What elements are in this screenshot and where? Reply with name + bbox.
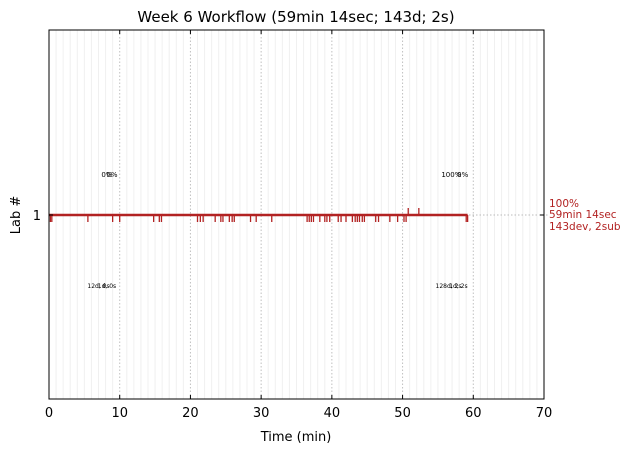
lower-event-label: 1d, 2s <box>449 283 467 290</box>
x-tick-label: 0 <box>45 406 53 421</box>
x-tick-label: 40 <box>324 406 341 421</box>
side-label-percent: 100% <box>549 198 579 210</box>
x-tick-label: 70 <box>536 406 553 421</box>
series-group <box>49 208 469 222</box>
x-tick-label: 30 <box>253 406 270 421</box>
lower-event-label: 12d, 0s <box>87 283 109 290</box>
y-tick-label: 1 <box>33 209 41 224</box>
upper-event-label: 0% <box>106 171 117 179</box>
x-axis-ticks: 0 10 20 30 40 50 60 70 <box>45 30 552 421</box>
y-axis-label: Lab # <box>9 196 24 235</box>
x-tick-label: 10 <box>111 406 128 421</box>
side-label-counts: 143dev, 2sub <box>549 221 621 233</box>
x-tick-label: 20 <box>182 406 199 421</box>
upper-event-label: 0% <box>457 171 468 179</box>
lower-event-label: 128d, 2s <box>436 283 462 290</box>
y-axis-ticks: 1 <box>33 209 544 224</box>
x-tick-label: 50 <box>394 406 411 421</box>
lower-event-label: 1d, 0s <box>98 283 116 290</box>
chart-title: Week 6 Workflow (59min 14sec; 143d; 2s) <box>137 8 454 26</box>
upper-event-label: 0% <box>101 171 112 179</box>
x-tick-label: 60 <box>465 406 482 421</box>
side-label-duration: 59min 14sec <box>549 209 617 221</box>
upper-event-label: 100% <box>441 171 461 179</box>
x-axis-label: Time (min) <box>260 430 332 445</box>
